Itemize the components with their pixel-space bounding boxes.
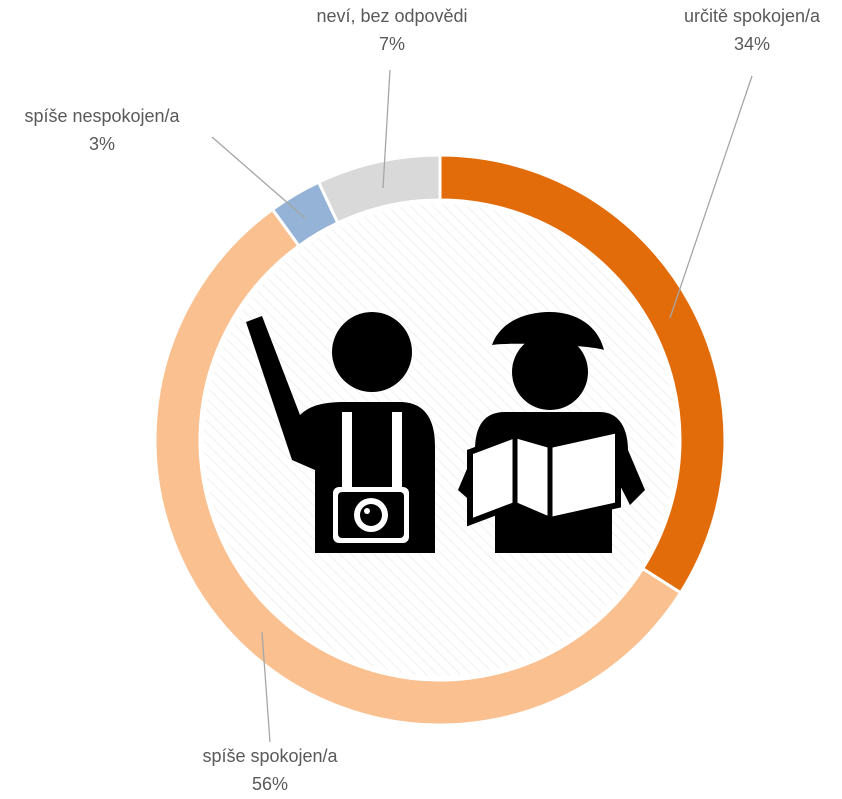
leader-line <box>382 69 391 189</box>
category-label: neví, bez odpovědi <box>316 6 467 26</box>
category-label: spíše nespokojen/a <box>24 106 180 126</box>
value-label: 3% <box>89 134 115 154</box>
leader-line <box>669 75 753 319</box>
value-label: 34% <box>734 34 770 54</box>
donut-segment <box>153 207 683 727</box>
donut-segment <box>316 153 442 225</box>
category-label: určitě spokojen/a <box>684 6 821 26</box>
value-label: 7% <box>379 34 405 54</box>
value-label: 56% <box>252 774 288 794</box>
donut <box>153 153 727 727</box>
leader-line <box>261 631 271 743</box>
category-label: spíše spokojen/a <box>202 746 338 766</box>
leader-line <box>211 136 306 219</box>
center-icon <box>246 312 645 553</box>
